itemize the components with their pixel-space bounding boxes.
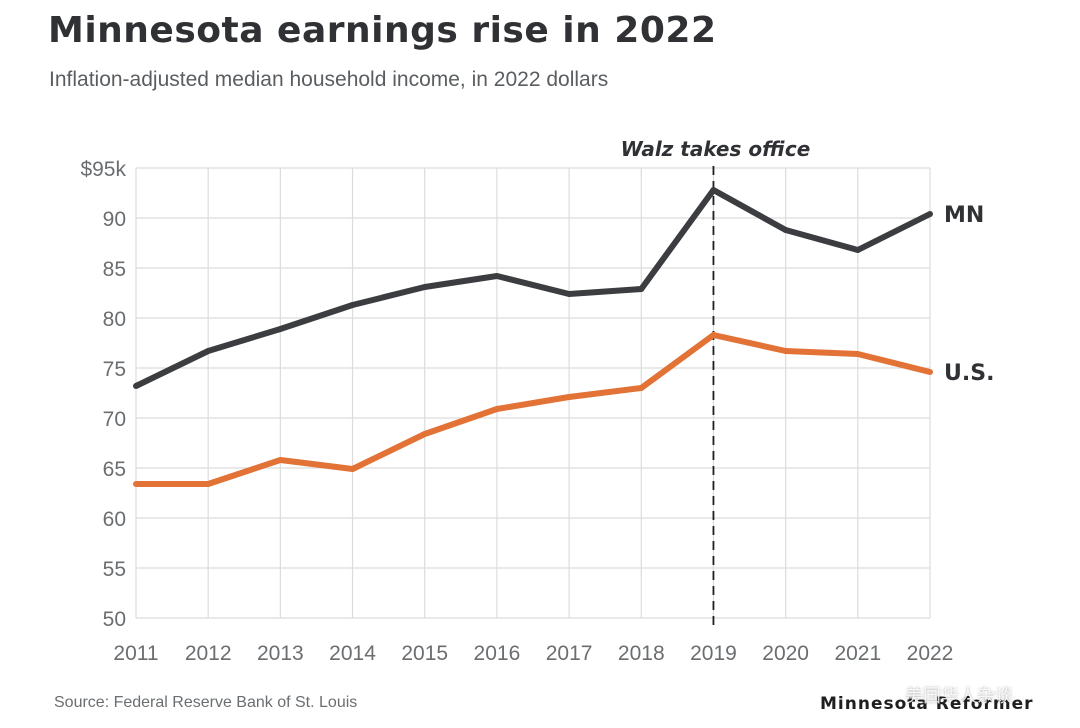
data-point-mn — [638, 286, 645, 292]
series-label-mn: MN — [944, 203, 984, 228]
series-layer — [133, 187, 933, 487]
data-point-us — [277, 457, 284, 463]
x-tick-label: 2013 — [257, 642, 304, 665]
y-tick-label: 55 — [103, 558, 126, 581]
watermark: 美国华人杂谈 — [905, 686, 1013, 707]
series-line-us — [136, 332, 931, 487]
y-tick-label: 90 — [103, 208, 126, 231]
data-point-mn — [927, 211, 933, 217]
chart-subtitle: Inflation-adjusted median household inco… — [49, 68, 609, 91]
data-point-us — [638, 385, 645, 391]
y-tick-label: $95k — [80, 158, 126, 181]
y-axis-tick-labels: 50 55 60 65 70 75 80 85 90 $95k — [80, 158, 126, 631]
annotation-layer: Walz takes office — [621, 137, 811, 626]
x-axis-tick-labels: 2011 2012 2013 2014 2015 2016 2017 2018 2019 2020… — [113, 642, 953, 665]
data-point-mn — [133, 383, 139, 389]
data-point-us — [349, 466, 356, 472]
source-note: Source: Federal Reserve Bank of St. Loui… — [54, 694, 358, 711]
data-point-us — [493, 406, 500, 412]
data-point-us — [421, 431, 428, 437]
brand-logo-text: Minnesota Reformer — [820, 694, 1034, 714]
data-point-us — [133, 481, 139, 487]
series-label-us: U.S. — [944, 361, 994, 386]
series-labels: MN U.S. — [944, 203, 994, 386]
y-tick-label: 60 — [103, 508, 126, 531]
data-point-mn — [782, 227, 789, 233]
data-point-mn — [566, 291, 573, 297]
data-point-mn — [421, 284, 428, 290]
y-tick-label: 70 — [103, 408, 126, 431]
series-line-mn — [134, 187, 932, 389]
x-tick-label: 2015 — [401, 642, 448, 665]
data-point-us — [566, 394, 573, 400]
x-tick-label: 2014 — [329, 642, 376, 665]
x-tick-label: 2020 — [762, 642, 809, 665]
data-point-mn — [493, 273, 500, 279]
y-tick-label: 75 — [103, 358, 126, 381]
x-tick-label: 2022 — [907, 642, 954, 665]
y-tick-label: 50 — [103, 608, 126, 631]
x-tick-label: 2016 — [474, 642, 521, 665]
data-point-mn — [277, 326, 284, 332]
y-tick-label: 85 — [103, 258, 126, 281]
chart-title: Minnesota earnings rise in 2022 — [48, 10, 717, 51]
x-tick-label: 2011 — [113, 642, 158, 665]
y-tick-label: 65 — [103, 458, 126, 481]
y-tick-label: 80 — [103, 308, 126, 331]
x-tick-label: 2018 — [618, 642, 665, 665]
data-point-mn — [854, 247, 861, 253]
data-point-us — [710, 332, 717, 338]
x-tick-label: 2017 — [546, 642, 593, 665]
data-point-mn — [205, 348, 212, 354]
data-point-us — [782, 348, 789, 354]
data-point-mn — [349, 302, 356, 308]
x-tick-label: 2021 — [834, 642, 881, 665]
annotation-label: Walz takes office — [621, 137, 811, 161]
data-point-us — [854, 351, 861, 357]
x-tick-label: 2012 — [185, 642, 232, 665]
data-point-mn — [710, 187, 717, 193]
x-tick-label: 2019 — [690, 642, 737, 665]
data-point-us — [927, 369, 933, 375]
data-point-us — [205, 481, 212, 487]
